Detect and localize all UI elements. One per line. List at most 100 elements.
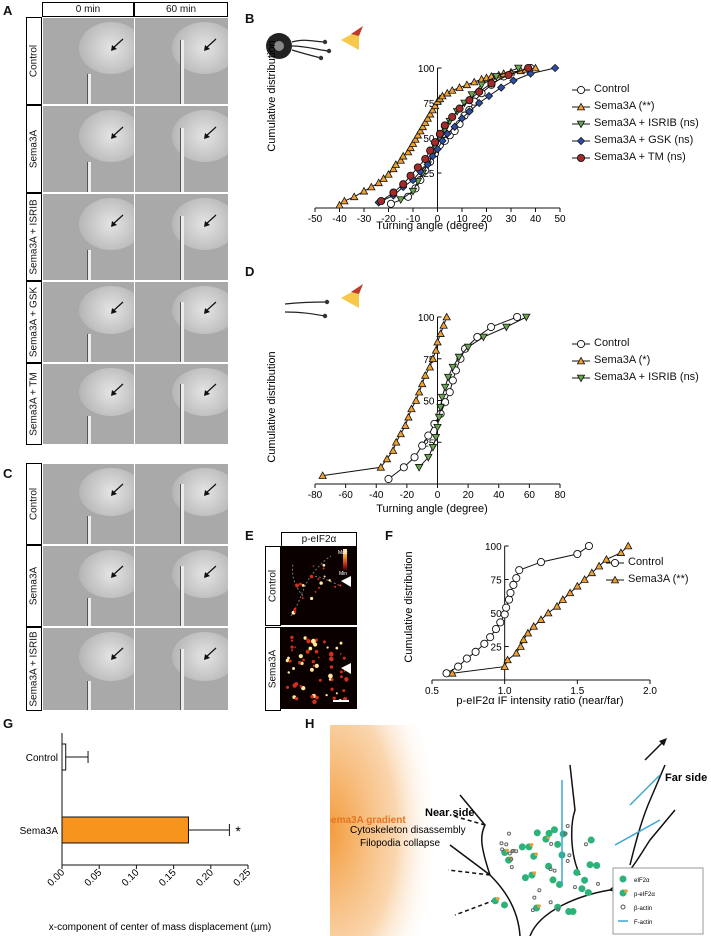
eif2a-dot <box>533 829 541 837</box>
x-tick-label: 20 <box>463 490 475 501</box>
x-tick-label: 0.25 <box>232 867 254 889</box>
speckle <box>335 692 338 695</box>
speckle <box>301 685 306 691</box>
beta-actin-dot <box>572 885 577 890</box>
eif2a-dot <box>573 868 581 876</box>
data-point-3 <box>465 107 474 116</box>
panel-c-row-label-text: Sema3A + ISRIB <box>28 631 40 707</box>
data-point-0 <box>448 376 457 385</box>
beta-actin-dot <box>510 849 515 854</box>
data-point-1 <box>425 362 435 371</box>
speckle <box>293 610 297 614</box>
data-point-1 <box>436 329 445 337</box>
x-tick-label: 0.10 <box>120 867 142 889</box>
data-point-1 <box>396 155 406 164</box>
data-point-0 <box>536 558 546 567</box>
data-point-1 <box>447 85 457 94</box>
beta-actin-dot <box>514 849 519 854</box>
x-tick-label: 10 <box>456 214 468 225</box>
speckle <box>285 658 290 663</box>
panel-label-a: A <box>3 3 13 18</box>
speckle <box>301 596 304 599</box>
speckle <box>322 640 326 644</box>
panel-a-micrograph-1-0 <box>42 105 135 193</box>
data-point-3 <box>497 83 506 92</box>
speckle <box>344 677 349 682</box>
data-point-1 <box>430 101 440 110</box>
data-point-1 <box>423 113 432 122</box>
data-point-1 <box>417 379 427 388</box>
data-point-0 <box>500 610 509 619</box>
data-point-1 <box>616 548 626 556</box>
speckle <box>295 583 299 588</box>
data-point-1 <box>411 134 420 143</box>
data-point-4 <box>465 96 474 105</box>
eif2a-dot <box>584 889 592 897</box>
panel-e-row-sema3a: Sema3A <box>265 627 281 711</box>
category-label: Sema3A <box>20 826 59 837</box>
speckle <box>342 689 346 693</box>
data-point-0 <box>445 388 454 397</box>
beta-actin-dot <box>509 857 514 862</box>
data-point-1 <box>340 196 349 205</box>
speckle <box>294 696 299 701</box>
panel-a-row-label-2: Sema3A + ISRIB <box>26 193 42 281</box>
y-tick-label: 100 <box>485 542 502 553</box>
chart-f: Cumulative distribution 0.5 1.0 1.5 2.0 25 50… <box>403 541 657 707</box>
speckle <box>314 649 319 654</box>
speckle <box>298 582 302 586</box>
data-point-1 <box>428 105 437 114</box>
panel-c-micrograph-0-0 <box>42 463 135 545</box>
legend-b-0: Control <box>594 83 630 95</box>
speckle <box>317 578 320 581</box>
legend-d-2: Sema3A + ISRIB (ns) <box>594 371 699 383</box>
speckle <box>318 678 322 682</box>
beta-actin-dot <box>556 907 561 912</box>
data-point-4 <box>426 146 435 155</box>
speckle <box>308 646 313 651</box>
data-point-0 <box>418 441 427 450</box>
arrow-icon <box>203 483 217 496</box>
data-point-1 <box>442 312 451 321</box>
arrow-icon <box>203 38 217 51</box>
data-point-2 <box>514 64 523 73</box>
series-line-0 <box>388 316 518 480</box>
data-point-3 <box>484 91 494 101</box>
beta-actin-dot <box>595 881 600 886</box>
speckle <box>312 699 317 704</box>
beta-actin-dot <box>583 842 588 847</box>
speckle <box>328 651 334 657</box>
x-tick-label: -20 <box>400 490 415 501</box>
speckle <box>298 654 303 659</box>
panel-a-row-label-text: Sema3A + GSK <box>28 286 40 358</box>
eif2a-dot <box>587 836 595 844</box>
speckle <box>325 693 328 697</box>
eif2a-dot <box>565 907 573 915</box>
arrow-icon <box>203 301 217 314</box>
data-point-1 <box>382 454 392 463</box>
arrow-icon <box>110 38 123 51</box>
data-point-3 <box>550 63 560 73</box>
panel-c-row-label-0: Control <box>26 463 42 545</box>
speckle <box>287 656 290 660</box>
speckle <box>328 579 331 582</box>
data-point-1 <box>523 628 533 637</box>
data-point-1 <box>367 182 376 191</box>
near-side-label: Near side <box>425 807 475 819</box>
data-point-0 <box>486 633 495 642</box>
panel-label-h: H <box>305 716 315 731</box>
speckle <box>312 664 316 668</box>
data-point-2 <box>440 383 450 392</box>
panel-h-legend <box>612 867 704 935</box>
data-point-2 <box>492 73 501 81</box>
data-point-0 <box>462 654 471 663</box>
panel-e-images: Max Min <box>281 546 357 709</box>
data-point-1 <box>433 337 442 346</box>
panel-e-row-control: Control <box>265 546 281 626</box>
speckle <box>345 679 348 682</box>
data-point-1 <box>391 437 401 446</box>
panel-a-micrograph-3-0 <box>42 281 135 363</box>
y-tick-label: 25 <box>423 438 435 449</box>
x-tick-label: 2.0 <box>643 686 657 697</box>
arrow-icon <box>110 565 123 578</box>
